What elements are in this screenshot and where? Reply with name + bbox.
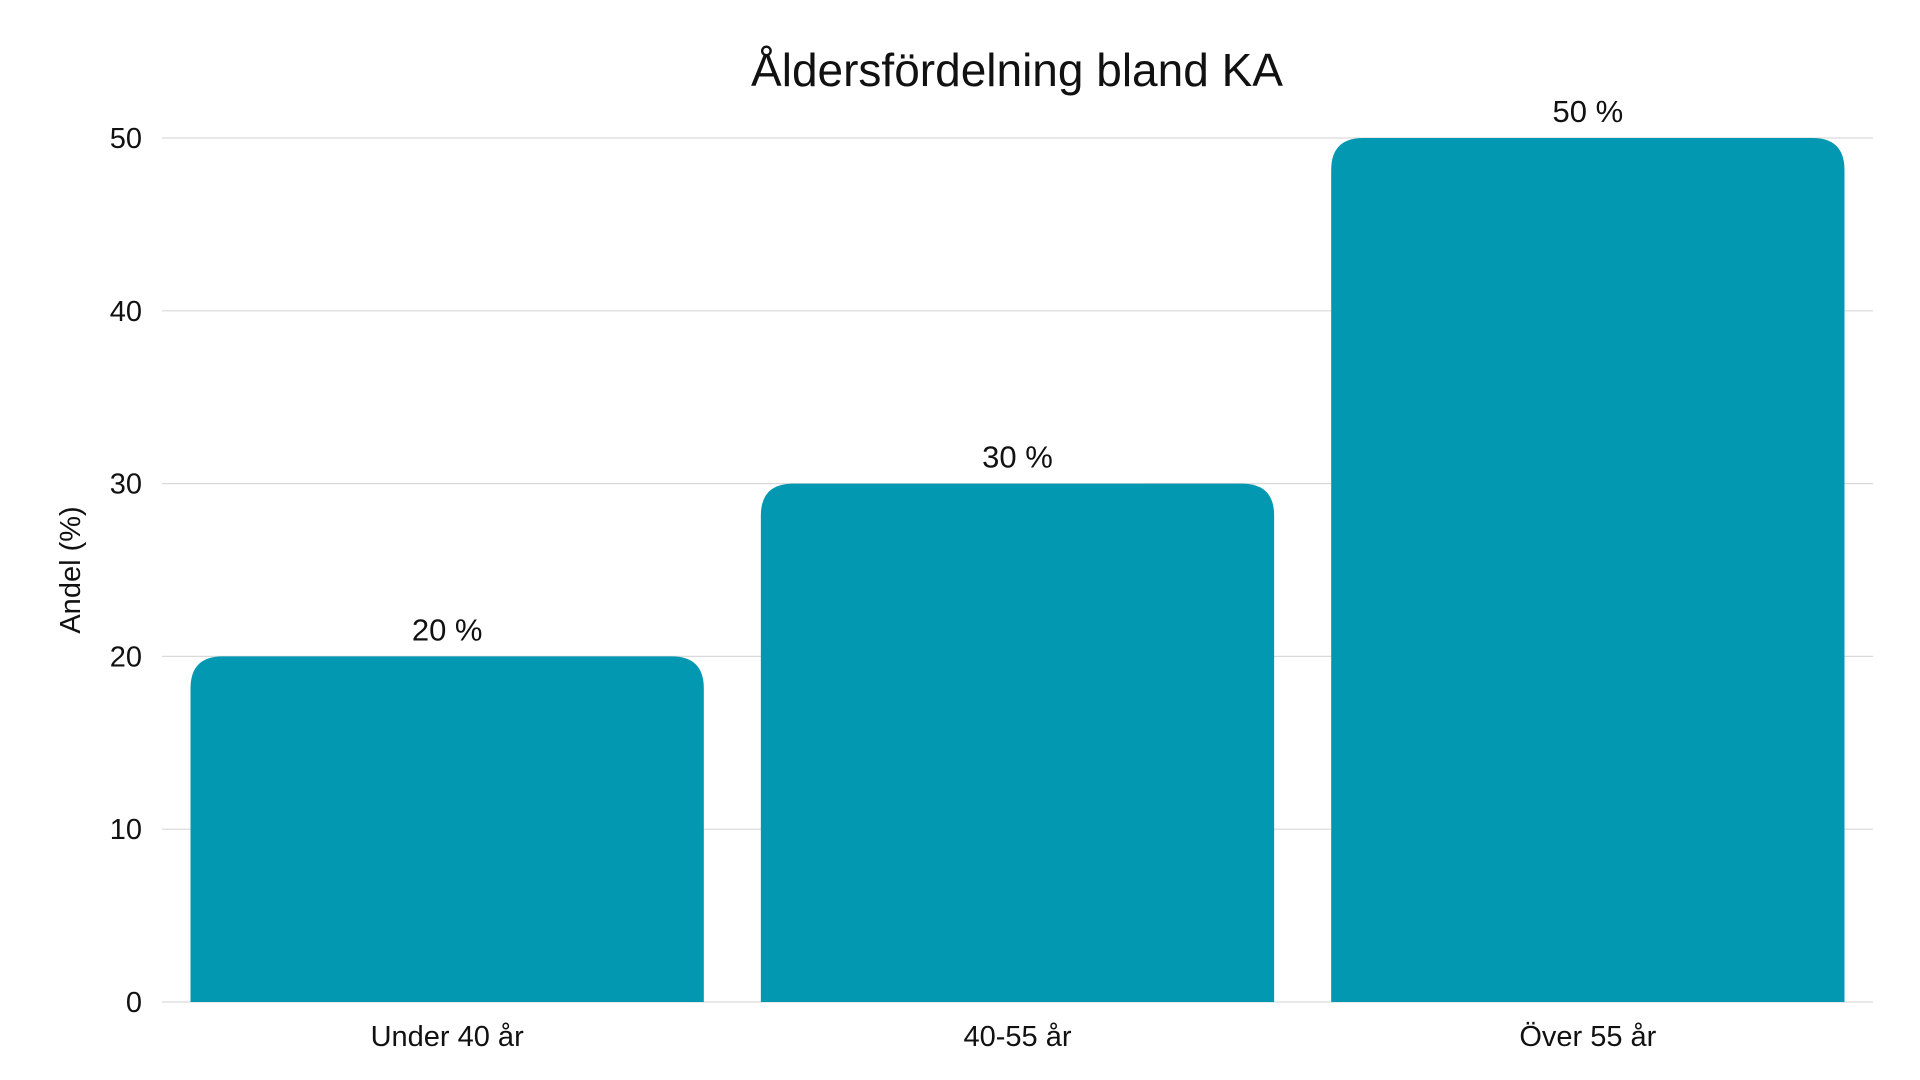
bar-2 [1331,138,1845,1002]
bars [190,138,1845,1003]
y-tick-label-4: 40 [110,296,142,328]
y-tick-label-0: 0 [126,987,142,1019]
data-label-2: 50 % [1552,94,1623,129]
y-tick-label-3: 30 [110,469,142,501]
bar-0 [190,656,704,1002]
data-labels: 20 % 30 % 50 % [412,94,1623,647]
y-tick-label-5: 50 [110,123,142,155]
y-tick-label-1: 10 [110,814,142,846]
y-axis-label: Andel (%) [55,506,87,633]
data-label-1: 30 % [982,440,1053,475]
x-tick-label-0: Under 40 år [371,1021,524,1053]
x-tick-label-1: 40-55 år [963,1021,1071,1053]
bar-1 [760,483,1275,1003]
x-axis-ticks: Under 40 år 40-55 år Över 55 år [371,1021,1657,1053]
chart-title: Åldersfördelning bland KA [751,44,1283,96]
data-label-0: 20 % [412,612,483,647]
y-tick-label-2: 20 [110,641,142,673]
y-axis-ticks: 0 10 20 30 40 50 [110,123,142,1019]
x-tick-label-2: Över 55 år [1519,1021,1656,1053]
